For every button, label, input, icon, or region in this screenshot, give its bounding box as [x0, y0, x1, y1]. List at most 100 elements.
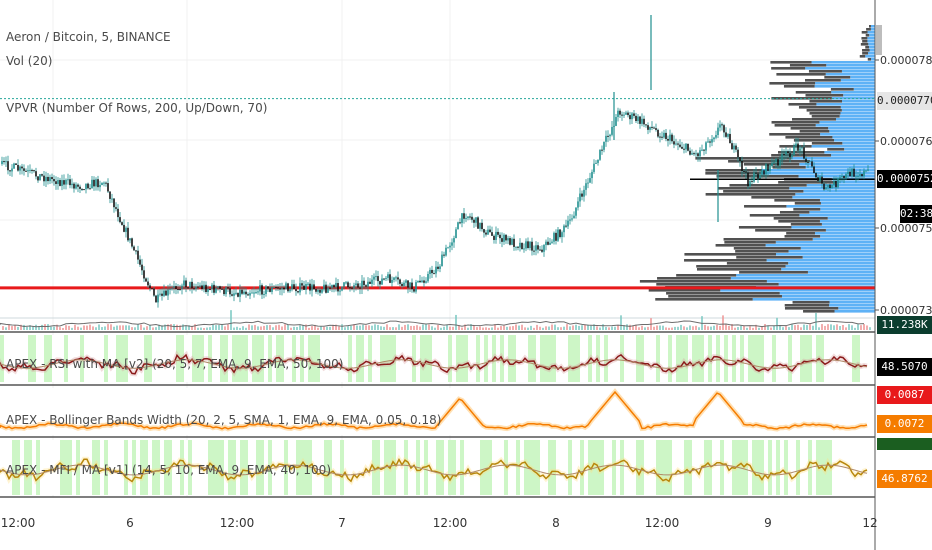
vp-up-row [788, 250, 875, 253]
mfi-highlight [668, 440, 672, 495]
volume-bar [692, 326, 694, 330]
price-candle-body [301, 283, 303, 286]
volume-bar [239, 327, 241, 330]
volume-bar [80, 327, 82, 330]
price-candle-body [141, 264, 143, 271]
price-candle-body [239, 289, 241, 297]
rsi-highlight [700, 335, 704, 382]
price-candle-body [527, 241, 529, 249]
volume-bar [281, 326, 283, 330]
volume-bar [326, 326, 328, 330]
vp-down-row [705, 193, 796, 196]
price-candle-body [461, 213, 463, 224]
vp-up-row [820, 208, 875, 211]
price-candle-body [653, 127, 655, 129]
price-candle-body [837, 178, 839, 188]
vp-up-row [799, 163, 875, 166]
price-candle-body [663, 132, 665, 138]
rsi-highlight [268, 335, 272, 382]
volume-bar [89, 324, 91, 330]
rsi-highlight [532, 335, 536, 382]
price-candle-body [657, 129, 659, 137]
price-candle-body [79, 186, 81, 189]
vp-down-row [862, 49, 870, 52]
rsi-highlight [856, 335, 860, 382]
volume-bar [857, 324, 859, 330]
price-candle-body [325, 284, 327, 293]
volume-bar [59, 327, 61, 330]
price-candle-body [187, 287, 189, 289]
mfi-highlight [460, 440, 464, 495]
rsi-highlight [176, 335, 180, 382]
price-candle-body [67, 179, 69, 181]
price-candle-body [475, 217, 477, 223]
volume-bar [842, 325, 844, 330]
price-candle-body [477, 217, 479, 229]
mfi-legend: APEX - MFI / MA [v1] (14, 5, 10, EMA, 9,… [6, 463, 332, 477]
vp-down-row [728, 160, 810, 163]
price-candle-body [23, 168, 25, 171]
price-candle-body [179, 289, 181, 291]
price-candle-body [743, 171, 745, 173]
price-candle-body [367, 281, 369, 287]
vp-down-row [776, 73, 826, 76]
price-candle-body [17, 164, 19, 171]
price-candle-body [607, 135, 609, 137]
vp-up-row [867, 40, 875, 43]
price-candle-body [13, 163, 15, 169]
price-candle-body [259, 285, 261, 292]
price-candle-body [219, 286, 221, 289]
volume-bar [176, 324, 178, 330]
rsi-highlight [220, 335, 224, 382]
volume-bar [353, 324, 355, 330]
volume-bar [389, 327, 391, 330]
rsi-highlight [104, 335, 108, 382]
vp-down-row [784, 307, 839, 310]
price-candle-body [5, 161, 7, 163]
volume-bar [608, 327, 610, 330]
price-candle-body [763, 170, 765, 175]
volume-bar [413, 325, 415, 330]
vp-down-row [784, 235, 821, 238]
mfi-highlight [484, 440, 488, 495]
rsi-highlight [312, 335, 316, 382]
volume-bar [578, 325, 580, 330]
rsi-highlight [308, 335, 312, 382]
volume-bar [50, 326, 52, 330]
price-candle-body [127, 227, 129, 241]
price-candle-body [195, 286, 197, 290]
price-candle-body [595, 162, 597, 164]
price-candle-body [355, 283, 357, 286]
vp-down-row [733, 247, 801, 250]
vp-down-row [808, 70, 842, 73]
volume-bar [395, 327, 397, 330]
volume-bar [287, 324, 289, 330]
price-candle-body [123, 224, 125, 232]
vp-down-row [809, 100, 842, 103]
volume-bar [188, 325, 190, 330]
rsi-highlight [380, 335, 384, 382]
price-candle-body [317, 289, 319, 292]
volume-bar [104, 326, 106, 330]
volume-bar [683, 326, 685, 330]
price-candle-body [855, 176, 857, 178]
mfi-highlight [220, 440, 224, 495]
volume-bar [563, 326, 565, 330]
volume-bar [137, 324, 139, 330]
price-candle-body [397, 277, 399, 280]
price-candle-body [227, 287, 229, 289]
price-candle-body [509, 238, 511, 245]
price-candle-body [229, 288, 231, 295]
price-candle-body [679, 144, 681, 147]
price-candle-body [511, 238, 513, 245]
volume-bar [845, 327, 847, 330]
price-candle-body [687, 143, 689, 151]
price-candle-body [169, 288, 171, 290]
price-candle-body [411, 282, 413, 290]
vp-up-row [841, 109, 875, 112]
price-candle-body [563, 225, 565, 233]
volume-bar [428, 324, 430, 330]
vp-up-row [870, 58, 875, 61]
price-candle-body [49, 177, 51, 182]
